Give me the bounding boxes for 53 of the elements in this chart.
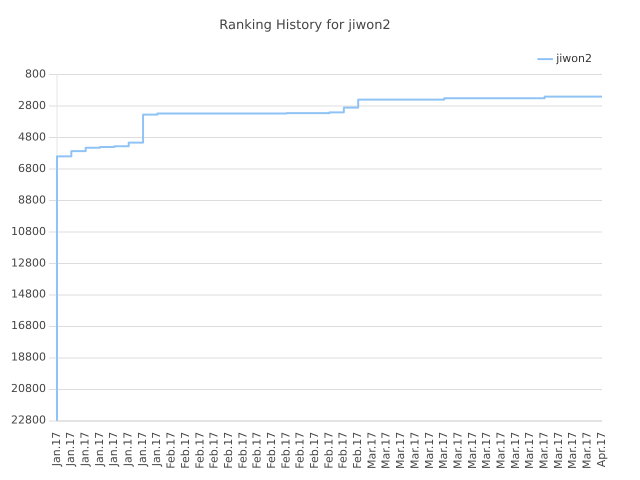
x-tick-label: Mar.17 [380, 432, 393, 470]
x-tick-label: Mar.17 [394, 432, 408, 470]
x-tick-label: Feb.17 [279, 432, 292, 469]
x-tick-label: Jan.17 [92, 432, 106, 468]
x-tick-label: Mar.17 [508, 432, 522, 470]
y-tick-label: 20800 [10, 382, 46, 396]
x-tick-label: Mar.17 [408, 432, 422, 470]
y-tick-label: 16800 [10, 319, 46, 332]
x-tick-label: Feb.17 [322, 432, 336, 469]
x-tick-label: Mar.17 [422, 432, 436, 470]
x-tick-label: Feb.17 [351, 432, 364, 469]
x-tick-label: Jan.17 [78, 432, 92, 468]
y-tick-label: 12800 [10, 256, 46, 270]
x-tick-label: Apr.17 [594, 432, 608, 468]
x-tick-label: Feb.17 [294, 432, 307, 469]
x-tick-label: Feb.17 [164, 432, 178, 469]
x-tick-label: Feb.17 [178, 432, 192, 469]
x-tick-label: Mar.17 [566, 432, 580, 470]
x-tick-label: Jan.17 [107, 432, 120, 468]
y-tick-label: 10800 [10, 224, 46, 238]
y-tick-label: 8800 [18, 193, 46, 206]
x-tick-label: Mar.17 [451, 432, 464, 470]
y-tick-label: 14800 [10, 288, 46, 301]
x-tick-label: Feb.17 [336, 432, 350, 469]
x-tick-label: Mar.17 [552, 432, 565, 470]
y-tick-label: 6800 [18, 162, 46, 175]
x-tick-label: Jan.17 [150, 432, 164, 468]
x-tick-label: Mar.17 [523, 432, 536, 470]
x-tick-label: Jan.17 [136, 432, 149, 468]
x-tick-label: Feb.17 [236, 432, 250, 469]
x-tick-label: Feb.17 [208, 432, 221, 469]
x-tick-label: Mar.17 [466, 432, 479, 470]
y-tick-label: 18800 [10, 350, 46, 364]
legend-label: jiwon2 [555, 52, 592, 65]
y-tick-label: 22800 [10, 414, 46, 427]
x-tick-label: Jan.17 [122, 432, 135, 468]
x-tick-label: Feb.17 [250, 432, 264, 469]
x-tick-label: Jan.17 [64, 432, 78, 468]
x-tick-label: Mar.17 [365, 432, 378, 470]
x-tick-label: Feb.17 [222, 432, 235, 469]
x-tick-label: Mar.17 [437, 432, 450, 470]
y-tick-label: 2800 [18, 98, 46, 112]
y-tick-label: 800 [24, 67, 46, 80]
chart-title: Ranking History for jiwon2 [219, 18, 391, 34]
x-tick-label: Feb.17 [308, 432, 322, 469]
x-tick-label: Feb.17 [193, 432, 206, 469]
x-tick-label: Jan.17 [50, 432, 63, 468]
x-tick-label: Mar.17 [494, 432, 508, 470]
y-tick-label: 4800 [18, 130, 46, 144]
x-tick-label: Mar.17 [537, 432, 550, 470]
x-tick-label: Feb.17 [264, 432, 278, 469]
x-tick-label: Mar.17 [480, 432, 494, 470]
x-tick-label: Mar.17 [580, 432, 594, 470]
